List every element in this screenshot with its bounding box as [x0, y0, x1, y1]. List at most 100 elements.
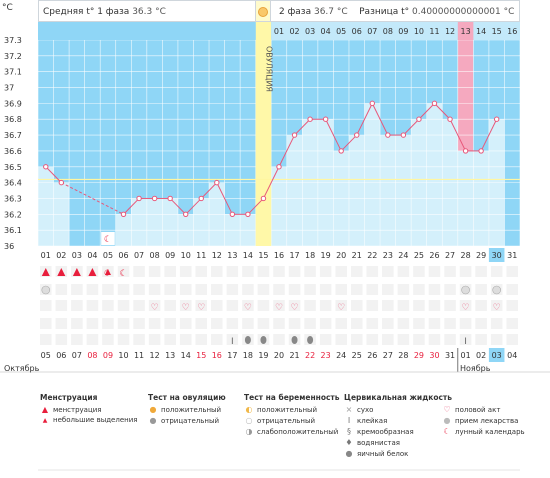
heart-mark-8: ♡ — [151, 303, 159, 313]
phase2-day-01: 01 — [274, 27, 284, 36]
cycle-day-28: 28 — [460, 251, 470, 260]
temp-bar-07 — [131, 198, 147, 246]
cycle-day-02: 02 — [56, 251, 66, 260]
temp-line-23 — [371, 103, 389, 136]
date-11: 11 — [134, 351, 144, 360]
date-17: 17 — [227, 351, 237, 360]
phase2-day-06: 06 — [352, 27, 362, 36]
symbol-cell — [506, 284, 518, 295]
temp-point-24 — [400, 132, 407, 138]
menstruation-icon: ▲ — [41, 405, 49, 414]
symbol-cell — [506, 334, 518, 345]
temp-point-17 — [291, 132, 298, 138]
symbol-cell — [397, 284, 410, 295]
symbol-cell — [288, 284, 301, 295]
symbol-cell — [86, 334, 99, 345]
temp-point-22 — [369, 100, 375, 107]
temp-point-15 — [260, 195, 267, 202]
symbol-cell — [40, 300, 52, 311]
diff-label: Разница t° — [359, 7, 410, 17]
legend-mucus-dry: × сухо — [345, 405, 374, 414]
symbol-cell — [397, 334, 410, 345]
symbol-cell — [319, 266, 332, 277]
symbol-cell — [366, 334, 379, 345]
temp-point-14 — [245, 211, 251, 218]
cycle-day-23: 23 — [383, 251, 393, 260]
temp-point-18 — [307, 116, 313, 122]
legend-menstruation: ▲ менструация — [41, 405, 102, 414]
y-tick-37.1: 37.1 — [4, 68, 22, 77]
date-25: 25 — [352, 351, 362, 360]
temp-line-02 — [45, 166, 62, 183]
pregnancy-negative-icon: ○ — [245, 416, 253, 425]
symbol-cell — [195, 266, 208, 277]
phase2-day-16: 16 — [507, 27, 517, 36]
symbol-cell — [179, 334, 192, 345]
symbol-cell — [242, 300, 254, 311]
heart-mark-17: ♡ — [291, 303, 299, 313]
symbol-cell — [382, 318, 394, 329]
date-03: 03 — [492, 351, 502, 360]
cycle-day-04: 04 — [87, 251, 97, 260]
temp-point-25 — [416, 116, 422, 122]
heart-mark-16: ♡ — [275, 303, 283, 313]
symbol-cell — [195, 300, 208, 311]
symbol-cell — [413, 266, 425, 277]
phase2-day-15: 15 — [492, 27, 502, 36]
date-highlight — [488, 348, 505, 362]
symbol-cell — [117, 266, 130, 277]
symbol-cell — [211, 300, 223, 311]
date-22: 22 — [305, 351, 315, 360]
cycle-day-highlight — [488, 248, 505, 262]
phase1-label: Средняя t° 1 фаза — [43, 7, 130, 17]
phase2-day-03: 03 — [305, 27, 315, 36]
phase2-day-14: 14 — [476, 27, 486, 36]
temp-point-12 — [214, 179, 220, 186]
pregnancy-positive-icon: ◐ — [245, 405, 253, 414]
cycle-day-05: 05 — [103, 251, 113, 260]
cycle-day-07: 07 — [134, 251, 144, 260]
eggwhite-mark-14 — [244, 336, 251, 344]
symbol-cell — [428, 334, 441, 345]
eggwhite-mark-15 — [260, 336, 267, 344]
menstruation-mark-2 — [57, 268, 66, 276]
date-16: 16 — [212, 351, 222, 360]
eggwhite-mark-17 — [291, 336, 298, 344]
symbol-cell — [226, 318, 239, 329]
cycle-day-29: 29 — [476, 251, 486, 260]
legend-pregtest-positive: ◐ положительный — [245, 405, 318, 414]
symbol-cell — [319, 300, 332, 311]
y-tick-36.8: 36.8 — [4, 115, 22, 124]
symbol-cell — [444, 300, 456, 311]
heart-mark-11: ♡ — [197, 303, 205, 313]
menstruation-mark-1 — [41, 268, 50, 276]
cycle-day-27: 27 — [445, 251, 455, 260]
symbol-cell — [273, 318, 285, 329]
symbol-cell — [257, 284, 270, 295]
moon-marker: ☾ — [104, 235, 112, 245]
symbol-cell — [133, 318, 145, 329]
y-tick-36.1: 36.1 — [4, 226, 22, 235]
pill-mark-1 — [41, 285, 51, 295]
menstruation-mark-4 — [88, 268, 97, 276]
symbol-cell — [475, 284, 487, 295]
cycle-day-17: 17 — [289, 251, 299, 260]
symbol-cell — [148, 284, 161, 295]
symbol-cell — [211, 284, 223, 295]
menstruation-mark-3 — [72, 268, 81, 276]
cycle-day-24: 24 — [398, 251, 408, 260]
temp-line-16 — [263, 166, 280, 199]
heart-mark-28: ♡ — [462, 303, 470, 313]
symbol-cell — [335, 300, 347, 311]
symbol-cell — [211, 266, 223, 277]
symbol-cell — [397, 300, 410, 311]
date-27: 27 — [383, 351, 393, 360]
temp-point-07 — [136, 195, 142, 202]
date-24: 24 — [336, 351, 346, 360]
y-tick-36.4: 36.4 — [4, 179, 22, 188]
symbol-cell — [257, 300, 270, 311]
symbol-cell — [148, 334, 161, 345]
date-12: 12 — [150, 351, 160, 360]
symbol-cell — [350, 266, 363, 277]
heart-mark-10: ♡ — [182, 303, 190, 313]
